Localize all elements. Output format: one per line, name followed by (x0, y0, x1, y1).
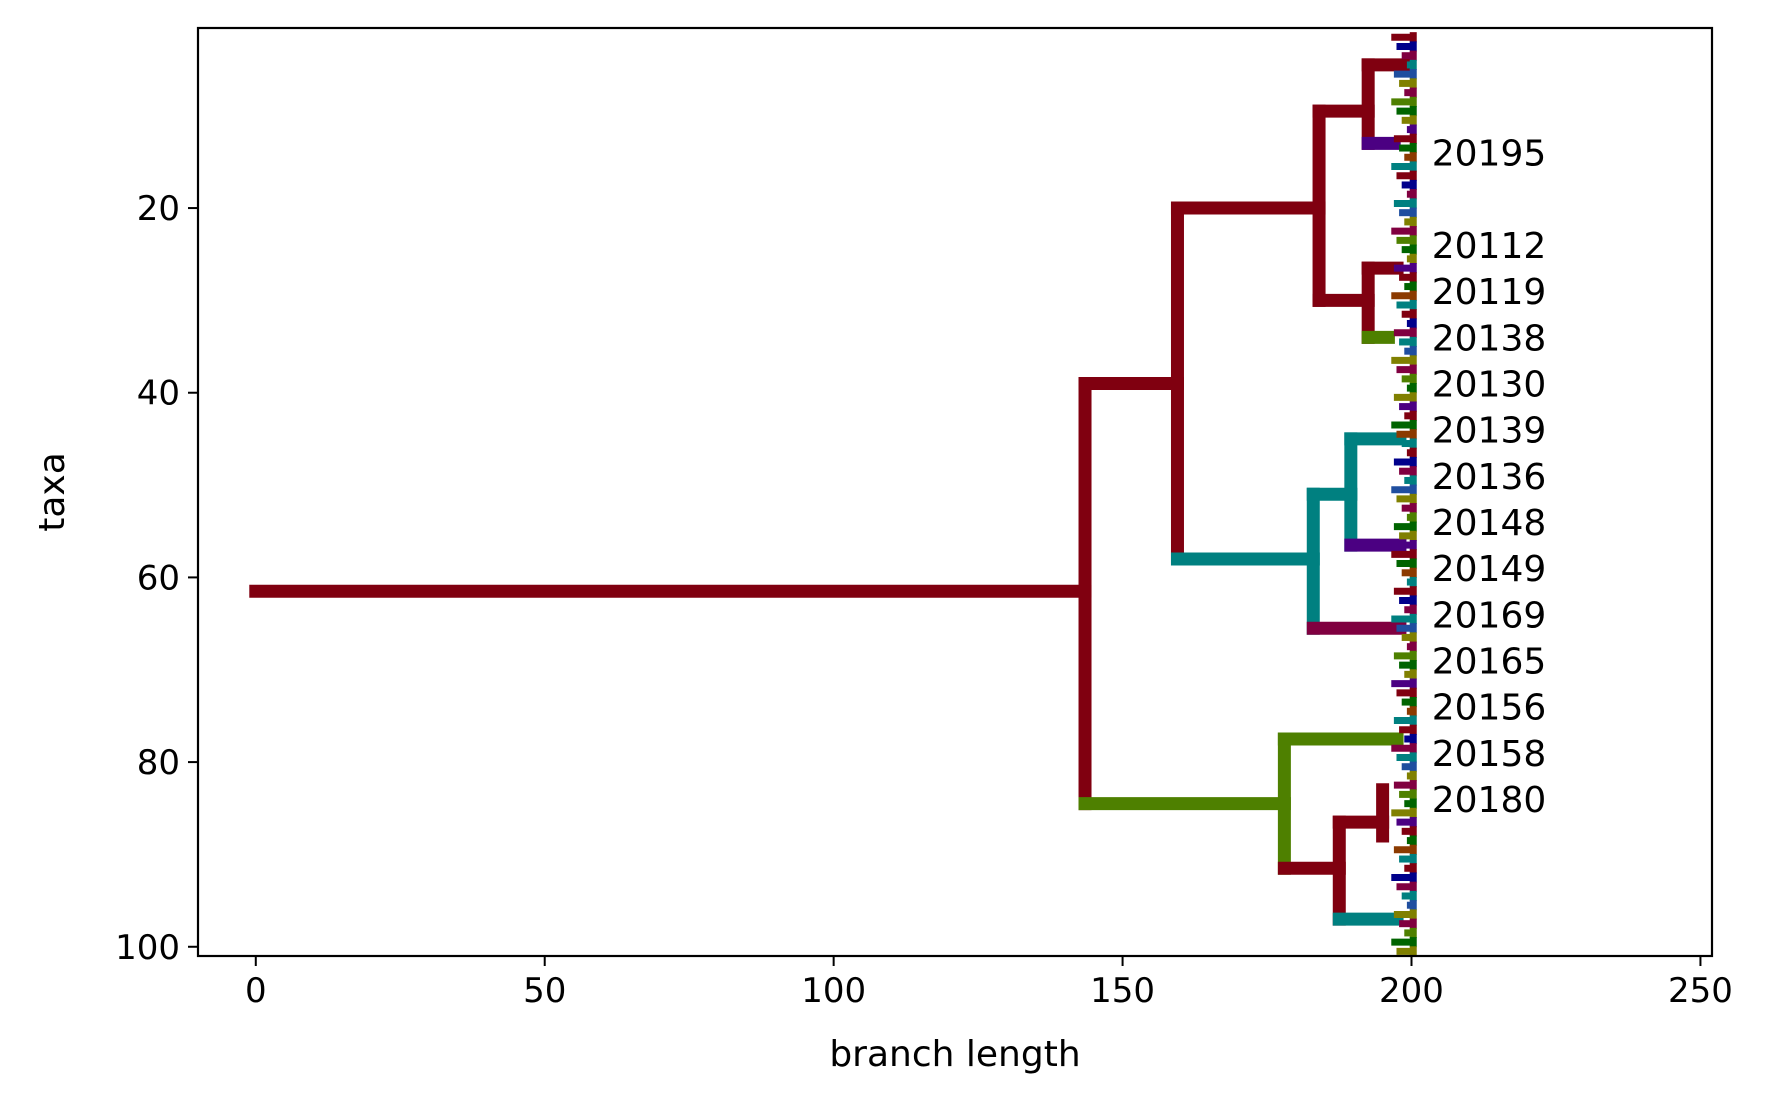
y-axis-ticks: 20 40 60 80 100 (115, 189, 198, 968)
leaf-label: 20195 (1432, 134, 1547, 175)
x-tick-label: 100 (801, 971, 866, 1011)
leaf-label: 20112 (1432, 226, 1547, 267)
x-tick-label: 50 (523, 971, 566, 1011)
plot-area-frame (196, 26, 1714, 958)
y-axis-title: taxa (32, 452, 73, 532)
leaf-labels: 20195 20112 20119 20138 20130 20139 20136 20148… (1432, 134, 1547, 821)
leaf-label: 20130 (1432, 365, 1547, 406)
leaf-label: 20156 (1432, 688, 1547, 729)
leaf-label: 20138 (1432, 318, 1547, 359)
y-tick-label: 40 (137, 374, 180, 414)
leaf-label: 20139 (1432, 411, 1547, 452)
x-tick-label: 0 (245, 971, 267, 1011)
leaf-label: 20136 (1432, 457, 1547, 498)
leaf-label: 20119 (1432, 272, 1547, 313)
y-tick-label: 20 (137, 189, 180, 229)
leaf-label: 20165 (1432, 642, 1547, 683)
y-tick-label: 100 (115, 928, 180, 968)
y-tick-label: 80 (137, 743, 180, 783)
x-tick-label: 150 (1090, 971, 1155, 1011)
y-tick-label: 60 (137, 558, 180, 598)
x-tick-label: 250 (1668, 971, 1733, 1011)
leaf-label: 20158 (1432, 734, 1547, 775)
leaf-label: 20169 (1432, 595, 1547, 636)
leaf-label: 20148 (1432, 503, 1547, 544)
x-tick-label: 200 (1379, 971, 1444, 1011)
leaf-label: 20149 (1432, 549, 1547, 590)
x-axis-title: branch length (829, 1034, 1080, 1075)
branches-layer (249, 58, 1416, 926)
tips-layer (1391, 32, 1417, 957)
x-axis-ticks: 0 50 100 150 200 250 (245, 956, 1733, 1011)
leaf-label: 20180 (1432, 780, 1547, 821)
